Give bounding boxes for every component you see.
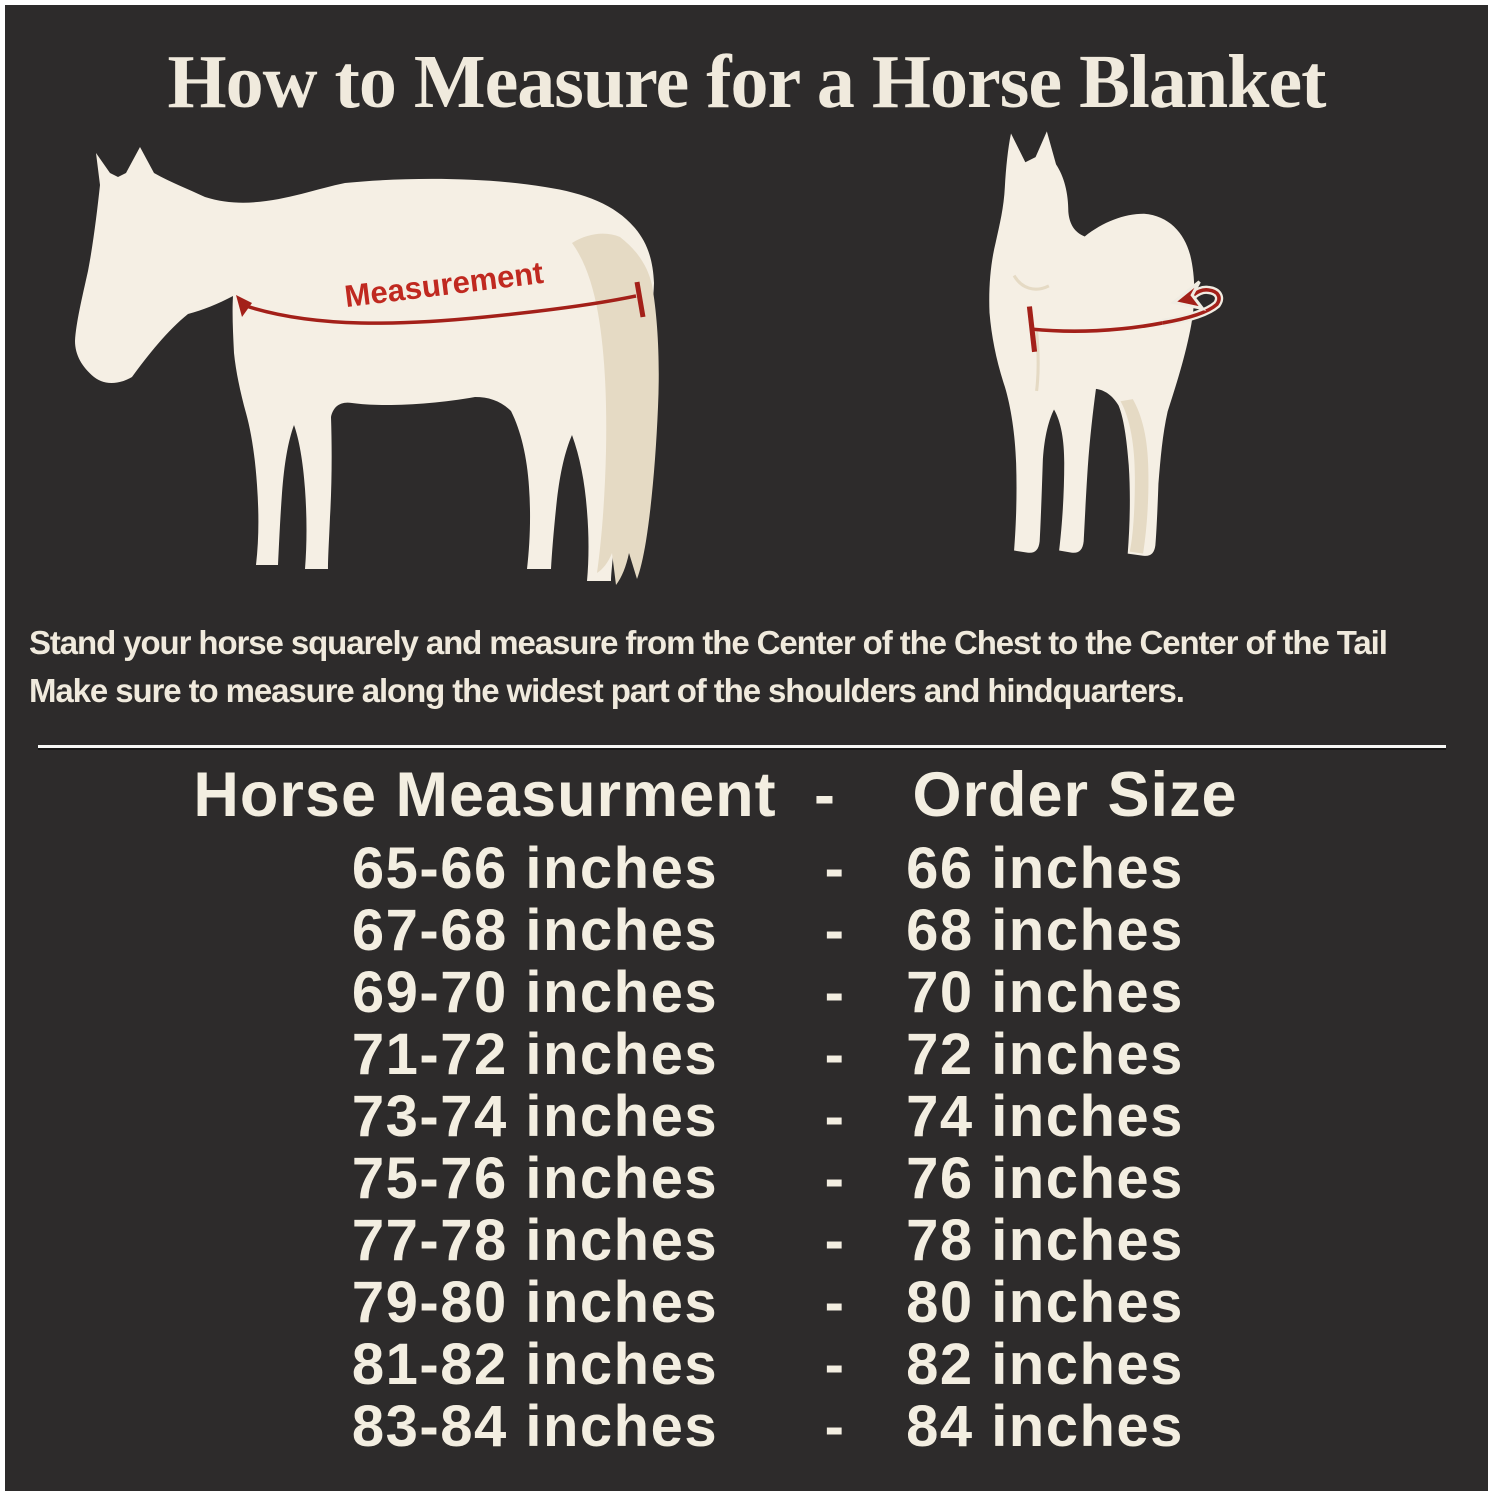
section-divider <box>38 745 1446 748</box>
row-separator: - <box>824 836 846 901</box>
order-size-value: 74 inches <box>906 1084 1184 1149</box>
row-separator: - <box>824 1270 846 1335</box>
table-row: 79-80 inches - 80 inches <box>5 1272 1488 1334</box>
horse-measurement-value: 73-74 inches <box>351 1084 719 1149</box>
row-separator: - <box>824 1332 846 1397</box>
table-row: 65-66 inches - 66 inches <box>5 838 1488 900</box>
instruction-line-2: Make sure to measure along the widest pa… <box>29 672 1185 709</box>
horse-measurement-value: 65-66 inches <box>351 836 719 901</box>
horse-measurement-value: 83-84 inches <box>351 1394 719 1459</box>
row-separator: - <box>824 898 846 963</box>
infographic-card: How to Measure for a Horse Blanket Measu… <box>5 5 1488 1491</box>
horse-measurement-value: 69-70 inches <box>351 960 719 1025</box>
measurement-end-tick <box>634 281 646 318</box>
order-size-value: 80 inches <box>906 1270 1184 1335</box>
row-separator: - <box>824 1022 846 1087</box>
table-row: 77-78 inches - 78 inches <box>5 1210 1488 1272</box>
size-table: Horse Measurment - Order Size 65-66 inch… <box>5 760 1488 1458</box>
horse-measurement-value: 67-68 inches <box>351 898 719 963</box>
horse-measurement-value: 71-72 inches <box>351 1022 719 1087</box>
measurement-line <box>242 294 637 325</box>
column-spacer <box>5 1334 255 1396</box>
column-spacer <box>5 760 170 830</box>
table-row: 69-70 inches - 70 inches <box>5 962 1488 1024</box>
column-spacer <box>5 1210 255 1272</box>
horse-measurement-value: 79-80 inches <box>351 1270 719 1335</box>
measurement-start-tick <box>236 295 252 317</box>
table-row: 71-72 inches - 72 inches <box>5 1024 1488 1086</box>
order-size-column-header: Order Size <box>912 760 1238 830</box>
column-spacer <box>5 900 255 962</box>
horse-diagrams: Measurement <box>5 129 1488 597</box>
girth-loop <box>1162 288 1221 325</box>
front-horse-illustration <box>989 131 1224 556</box>
size-table-header: Horse Measurment - Order Size <box>5 760 1488 830</box>
row-separator: - <box>824 1394 846 1459</box>
table-row: 81-82 inches - 82 inches <box>5 1334 1488 1396</box>
table-row: 73-74 inches - 74 inches <box>5 1086 1488 1148</box>
column-spacer <box>5 1148 255 1210</box>
column-spacer <box>5 1272 255 1334</box>
side-horse-illustration: Measurement <box>75 147 659 585</box>
horse-body-silhouette <box>75 147 654 581</box>
order-size-value: 66 inches <box>906 836 1184 901</box>
horse-measurement-column-header: Horse Measurment <box>193 760 777 830</box>
row-separator: - <box>824 1208 846 1273</box>
horse-measurement-value: 81-82 inches <box>351 1332 719 1397</box>
row-separator: - <box>824 960 846 1025</box>
muzzle-shading <box>1012 274 1050 291</box>
horse-body-silhouette <box>989 131 1195 556</box>
order-size-value: 70 inches <box>906 960 1184 1025</box>
page-title: How to Measure for a Horse Blanket <box>167 40 1327 124</box>
order-size-value: 72 inches <box>906 1022 1184 1087</box>
column-spacer <box>5 838 255 900</box>
order-size-value: 82 inches <box>906 1332 1184 1397</box>
column-spacer <box>5 1024 255 1086</box>
row-separator: - <box>824 1146 846 1211</box>
girth-start-tick <box>1026 306 1038 353</box>
column-spacer <box>5 1396 255 1458</box>
instruction-line-1: Stand your horse squarely and measure fr… <box>29 624 1388 661</box>
table-row: 75-76 inches - 76 inches <box>5 1148 1488 1210</box>
row-separator: - <box>824 1084 846 1149</box>
header-separator: - <box>814 760 836 830</box>
chest-crease-shading <box>1035 331 1040 392</box>
column-spacer <box>5 1086 255 1148</box>
hind-leg-shading <box>1120 399 1149 554</box>
horse-measurement-value: 75-76 inches <box>351 1146 719 1211</box>
horse-measurement-value: 77-78 inches <box>351 1208 719 1273</box>
horse-tail <box>572 233 659 585</box>
order-size-value: 84 inches <box>906 1394 1184 1459</box>
order-size-value: 68 inches <box>906 898 1184 963</box>
girth-arrow-icon <box>1170 280 1207 311</box>
order-size-value: 76 inches <box>906 1146 1184 1211</box>
girth-line <box>1031 321 1163 333</box>
order-size-value: 78 inches <box>906 1208 1184 1273</box>
table-row: 83-84 inches - 84 inches <box>5 1396 1488 1458</box>
table-row: 67-68 inches - 68 inches <box>5 900 1488 962</box>
column-spacer <box>5 962 255 1024</box>
instructions: Stand your horse squarely and measure fr… <box>29 619 1468 715</box>
